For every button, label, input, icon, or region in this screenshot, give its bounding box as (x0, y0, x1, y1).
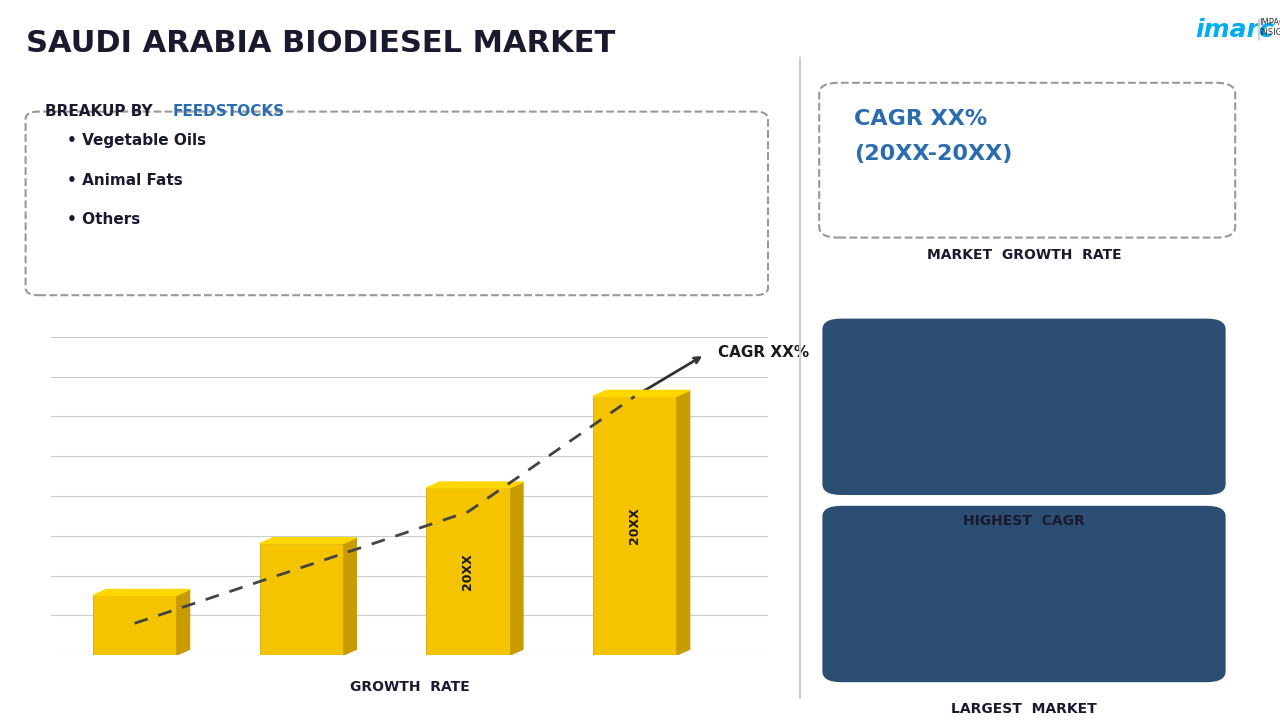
Polygon shape (509, 482, 524, 655)
Polygon shape (93, 590, 189, 595)
Text: XX%: XX% (1001, 400, 1047, 418)
Polygon shape (1024, 549, 1070, 591)
Bar (260, 544, 343, 655)
Text: 20XX: 20XX (628, 508, 641, 544)
Text: 20XX: 20XX (462, 553, 475, 590)
Text: SAUDI ARABIA BIODIESEL MARKET: SAUDI ARABIA BIODIESEL MARKET (26, 29, 614, 58)
Text: BREAKUP BY: BREAKUP BY (45, 104, 157, 120)
Text: imarc: imarc (1196, 18, 1275, 42)
Polygon shape (343, 538, 356, 655)
Polygon shape (977, 362, 1024, 437)
Polygon shape (426, 482, 524, 488)
Circle shape (993, 566, 1055, 627)
Text: GROWTH  RATE: GROWTH RATE (349, 680, 470, 694)
Polygon shape (977, 549, 1071, 644)
Text: |: | (1254, 18, 1262, 40)
Bar (93, 595, 177, 655)
Text: IMPACTFUL
INSIGHTS: IMPACTFUL INSIGHTS (1260, 18, 1280, 37)
Text: • Others: • Others (67, 212, 140, 228)
Text: HIGHEST  CAGR: HIGHEST CAGR (963, 514, 1085, 528)
Polygon shape (676, 390, 690, 655)
Text: • Vegetable Oils: • Vegetable Oils (67, 133, 206, 148)
Bar (426, 488, 509, 655)
Text: LARGEST  MARKET: LARGEST MARKET (951, 701, 1097, 716)
Bar (593, 397, 676, 655)
Circle shape (993, 379, 1055, 440)
Text: MARKET  GROWTH  RATE: MARKET GROWTH RATE (927, 248, 1121, 262)
Text: • Animal Fats: • Animal Fats (67, 173, 182, 188)
Text: (20XX-20XX): (20XX-20XX) (854, 144, 1012, 164)
Polygon shape (177, 590, 189, 655)
Text: CAGR XX%: CAGR XX% (854, 109, 987, 130)
Bar (1175, 139, 1187, 212)
Bar (1156, 159, 1167, 212)
Bar (1137, 180, 1148, 212)
Text: XX: XX (1010, 588, 1038, 606)
Polygon shape (986, 362, 1071, 457)
Text: FEEDSTOCKS: FEEDSTOCKS (173, 104, 285, 120)
Text: CAGR XX%: CAGR XX% (718, 345, 809, 360)
Polygon shape (593, 390, 690, 397)
Polygon shape (260, 538, 356, 544)
